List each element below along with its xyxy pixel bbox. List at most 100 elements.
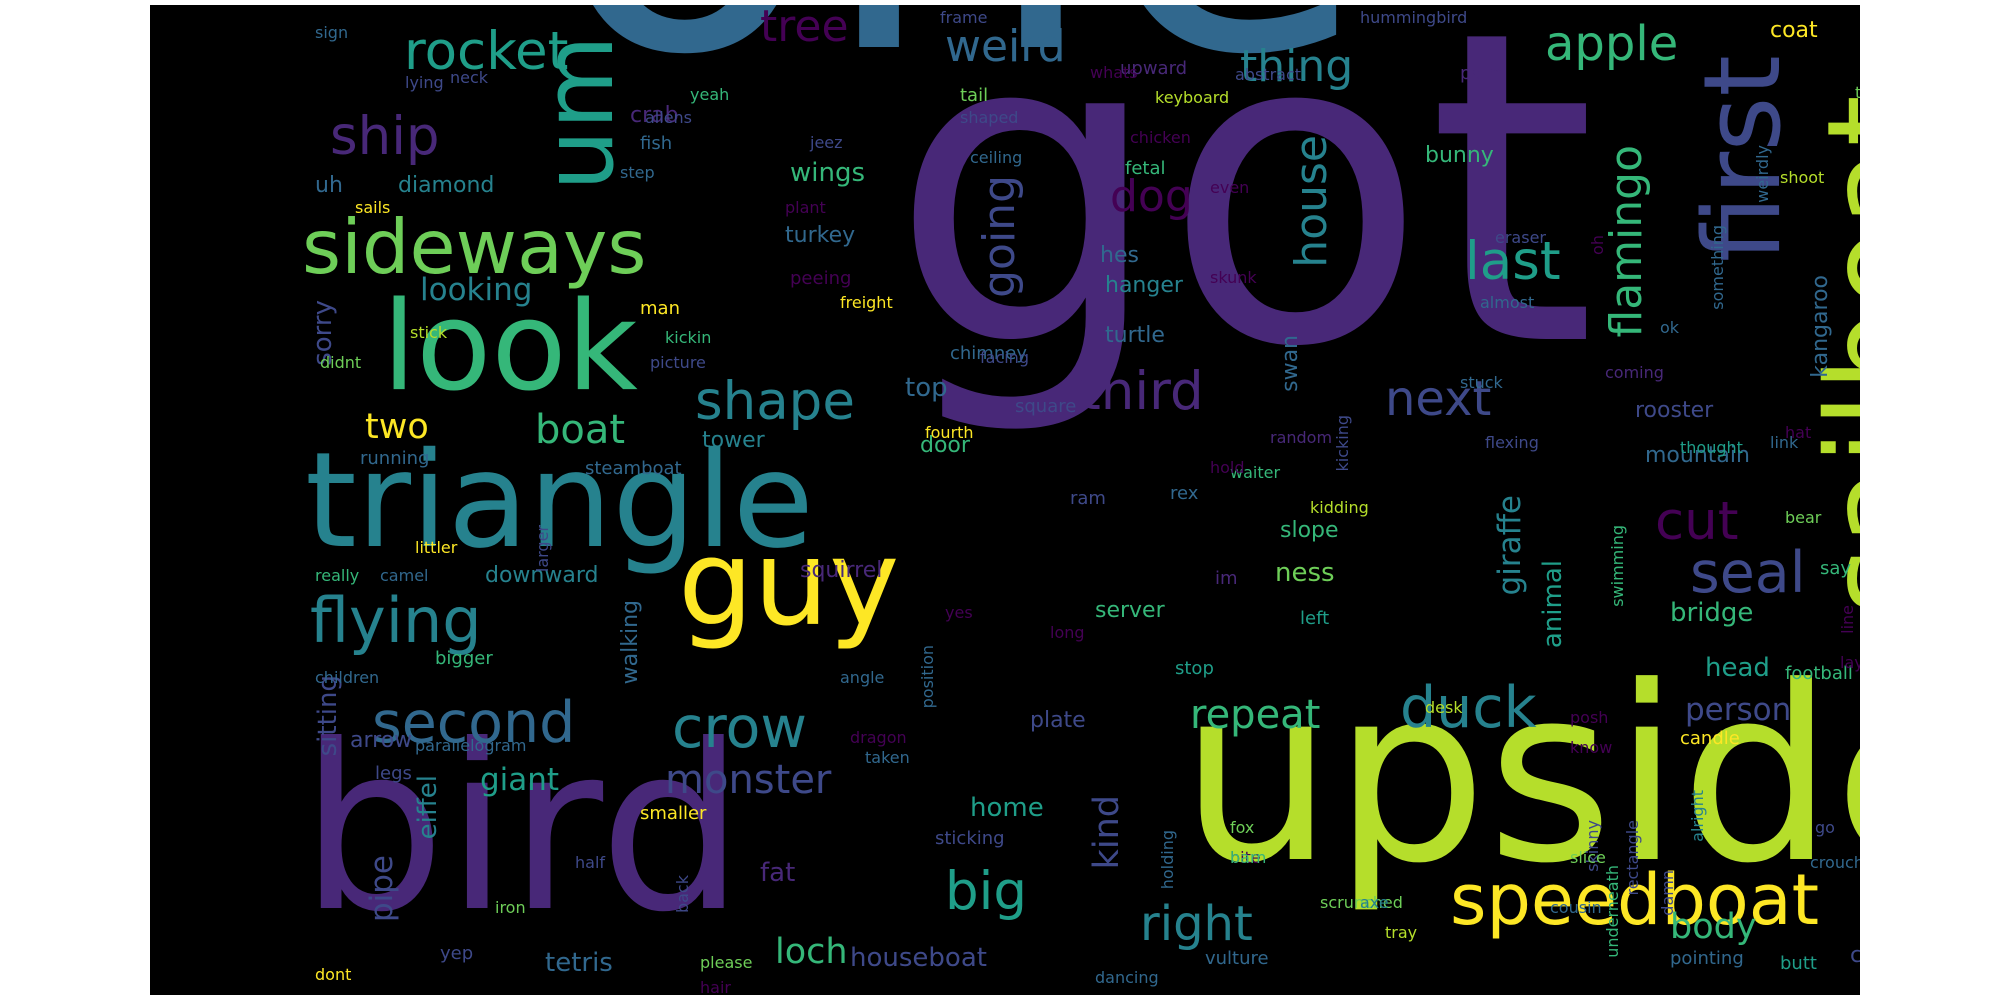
word-fat: fat xyxy=(760,858,796,888)
word-picture: picture xyxy=(650,353,706,372)
word-squirrel: squirrel xyxy=(800,558,883,583)
word-kicking: kicking xyxy=(1333,415,1352,472)
word-please: please xyxy=(700,953,753,972)
word-hold: hold xyxy=(1210,458,1245,477)
word-last: last xyxy=(1465,231,1561,292)
word-angle: angle xyxy=(840,668,885,687)
word-animal: animal xyxy=(1538,560,1568,649)
word-oh: oh xyxy=(1588,235,1607,255)
word-boat: boat xyxy=(535,407,626,453)
word-stick: stick xyxy=(410,323,448,342)
word-crow: crow xyxy=(672,695,808,761)
word-triangle: triangle xyxy=(305,424,814,578)
word-hanger: hanger xyxy=(1105,273,1183,298)
word-sign: sign xyxy=(315,23,349,42)
word-thought: thought xyxy=(1680,438,1743,457)
word-flexing: flexing xyxy=(1485,433,1539,452)
word-bear: bear xyxy=(1785,508,1822,527)
word-scrunched: scrunched xyxy=(1320,893,1403,912)
word-wings: wings xyxy=(790,158,866,188)
word-dragon: dragon xyxy=(850,728,907,747)
word-keyboard: keyboard xyxy=(1155,88,1230,107)
word-kind: kind xyxy=(1087,795,1127,870)
word-vulture: vulture xyxy=(1205,948,1269,969)
word-tower: tower xyxy=(702,428,765,453)
word-say: say xyxy=(1820,558,1852,579)
word-line: line xyxy=(1838,605,1857,634)
word-larger: larger xyxy=(533,525,552,573)
word-houseboat: houseboat xyxy=(850,943,987,973)
word-flying: flying xyxy=(310,584,482,657)
word-mountain: mountain xyxy=(1645,443,1750,468)
word-im: im xyxy=(1215,568,1238,589)
word-dancing: dancing xyxy=(1095,968,1159,987)
word-desk: desk xyxy=(1425,698,1463,717)
word-duck: duck xyxy=(1400,675,1537,741)
word-hair: hair xyxy=(700,978,731,996)
word-position: position xyxy=(918,645,937,709)
word-cousin: cousin xyxy=(1550,898,1602,917)
word-chicken: chicken xyxy=(1130,128,1191,147)
word-giraffe: giraffe xyxy=(1492,495,1528,596)
word-shape: shape xyxy=(695,371,855,432)
word-hummingbird: hummingbird xyxy=(1360,8,1468,27)
word-square: square xyxy=(1015,396,1077,417)
word-one: one xyxy=(550,5,1369,115)
word-go: go xyxy=(1815,818,1835,837)
word-shoot: shoot xyxy=(1780,168,1825,187)
word-top: top xyxy=(905,373,948,403)
word-ness: ness xyxy=(1275,558,1335,588)
word-shaped: shaped xyxy=(960,108,1019,127)
word-body: body xyxy=(1670,907,1757,947)
word-step: step xyxy=(620,163,655,182)
word-tray: tray xyxy=(1385,923,1418,942)
word-sails: sails xyxy=(355,198,391,217)
word-running: running xyxy=(360,448,430,469)
word-house: house xyxy=(1286,135,1337,268)
word-stuck: stuck xyxy=(1460,373,1503,392)
word-next: next xyxy=(1385,371,1492,427)
word-crouched: crouched xyxy=(1810,853,1860,872)
word-legs: legs xyxy=(375,763,412,784)
word-arrow: arrow xyxy=(350,728,413,753)
word-slice: slice xyxy=(1570,848,1606,867)
word-apple: apple xyxy=(1545,16,1679,72)
word-stop: stop xyxy=(1175,658,1214,679)
word-bite: bite xyxy=(1230,848,1261,867)
word-frame: frame xyxy=(940,8,988,27)
word-neck: neck xyxy=(450,68,489,87)
word-taken: taken xyxy=(865,748,910,767)
word-rex: rex xyxy=(1170,483,1199,504)
word-link: link xyxy=(1770,433,1799,452)
word-eiffel: eiffel xyxy=(413,775,443,840)
word-kangaroo: kangaroo xyxy=(1808,275,1833,378)
word-guy: guy xyxy=(678,515,900,653)
word-children: children xyxy=(315,668,380,687)
word-server: server xyxy=(1095,598,1165,623)
word-hes: hes xyxy=(1100,243,1139,268)
word-candle: candle xyxy=(1680,728,1740,749)
word-turkey: turkey xyxy=(785,223,856,248)
word-random: random xyxy=(1270,428,1333,447)
word-plant: plant xyxy=(785,198,826,217)
word-corner: corner xyxy=(1850,943,1860,968)
word-fourth: fourth xyxy=(925,423,974,442)
word-thing: thing xyxy=(1240,41,1354,92)
word-almost: almost xyxy=(1480,293,1535,312)
word-waiter: waiter xyxy=(1230,463,1281,482)
word-diamond: diamond xyxy=(398,173,495,198)
word-dog: dog xyxy=(1110,171,1193,222)
word-fish: fish xyxy=(640,133,673,154)
word-butt: butt xyxy=(1780,953,1817,974)
word-tail: tail xyxy=(960,85,989,106)
word-seal: seal xyxy=(1690,540,1806,606)
word-takes: takes xyxy=(1855,83,1860,102)
word-looking: looking xyxy=(420,272,533,308)
word-upside: upside xyxy=(1180,635,1860,917)
word-something: something xyxy=(1708,225,1727,310)
word-left: left xyxy=(1300,608,1330,629)
word-littler: littler xyxy=(415,538,458,557)
word-really: really xyxy=(315,566,360,585)
word-peeing: peeing xyxy=(790,268,852,289)
word-coat: coat xyxy=(1770,18,1818,43)
